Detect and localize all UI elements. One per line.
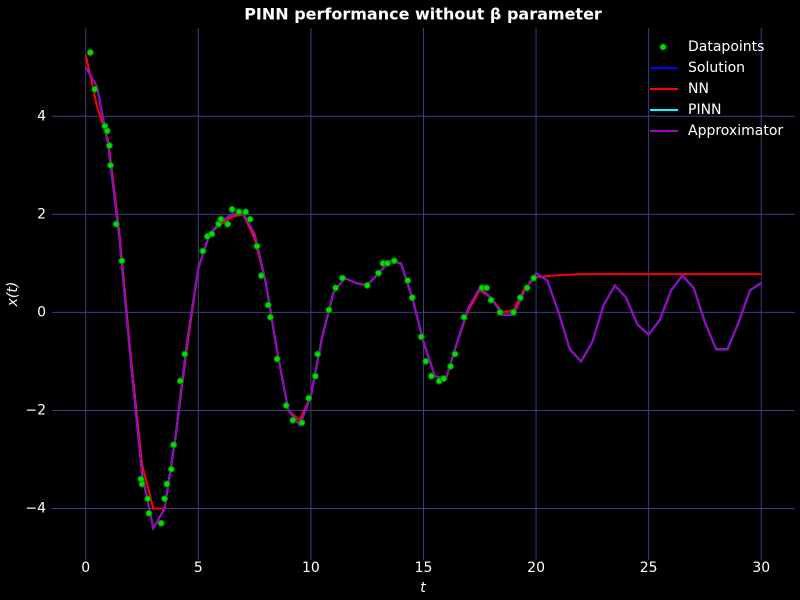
data-point bbox=[266, 313, 274, 321]
data-point bbox=[118, 257, 126, 265]
data-point bbox=[422, 357, 430, 365]
x-tick-label: 25 bbox=[640, 560, 658, 576]
data-point bbox=[144, 495, 152, 503]
data-point bbox=[440, 375, 448, 383]
data-point bbox=[246, 215, 254, 223]
legend-label: Solution bbox=[688, 60, 745, 76]
data-point bbox=[417, 333, 425, 341]
chart-title: PINN performance without β parameter bbox=[244, 5, 602, 24]
data-point bbox=[451, 350, 459, 358]
data-point bbox=[523, 284, 531, 292]
data-point bbox=[460, 313, 468, 321]
data-point bbox=[228, 205, 236, 213]
data-point bbox=[224, 220, 232, 228]
x-axis-label: t bbox=[420, 580, 426, 596]
data-point bbox=[516, 294, 524, 302]
data-point bbox=[264, 301, 272, 309]
data-point bbox=[298, 419, 306, 427]
data-point bbox=[167, 465, 175, 473]
data-point bbox=[242, 208, 250, 216]
grid bbox=[52, 28, 795, 560]
legend-label: Approximator bbox=[688, 123, 783, 139]
data-point bbox=[199, 247, 207, 255]
data-point bbox=[332, 284, 340, 292]
y-tick-label: 4 bbox=[37, 108, 46, 124]
data-point bbox=[427, 372, 435, 380]
data-point bbox=[282, 402, 290, 410]
data-point bbox=[487, 296, 495, 304]
data-point bbox=[181, 350, 189, 358]
x-tick-label: 0 bbox=[81, 560, 90, 576]
y-axis-label: x(t) bbox=[5, 282, 21, 308]
data-point bbox=[105, 142, 113, 150]
series-line bbox=[84, 66, 762, 531]
data-point bbox=[107, 161, 115, 169]
data-point bbox=[138, 480, 146, 488]
data-point bbox=[161, 495, 169, 503]
data-point bbox=[305, 394, 313, 402]
y-tick-label: 0 bbox=[37, 304, 46, 320]
data-point bbox=[235, 208, 243, 216]
data-point bbox=[311, 372, 319, 380]
legend-label: NN bbox=[688, 81, 709, 97]
data-point bbox=[145, 509, 153, 517]
x-tick-label: 30 bbox=[752, 560, 770, 576]
legend: Datapoints Solution NN PINN Approximator bbox=[650, 39, 783, 139]
data-point bbox=[273, 355, 281, 363]
legend-label: PINN bbox=[688, 102, 722, 118]
data-point bbox=[86, 49, 94, 57]
y-tick-label: −2 bbox=[25, 402, 46, 418]
data-point bbox=[208, 230, 216, 238]
data-point bbox=[447, 362, 455, 370]
x-tick-label: 20 bbox=[527, 560, 545, 576]
data-point bbox=[510, 308, 518, 316]
data-point bbox=[314, 350, 322, 358]
y-tick-label: −4 bbox=[25, 501, 46, 517]
y-tick-label: 2 bbox=[37, 206, 46, 222]
data-point bbox=[363, 281, 371, 289]
data-point bbox=[253, 242, 261, 250]
labels: 0 5 10 15 20 25 30 −4 −2 0 2 4 bbox=[25, 108, 770, 576]
data-point bbox=[325, 306, 333, 314]
legend-label: Datapoints bbox=[688, 39, 764, 55]
x-tick-label: 15 bbox=[415, 560, 433, 576]
legend-marker bbox=[659, 43, 667, 51]
data-point bbox=[390, 257, 398, 265]
points bbox=[86, 49, 538, 527]
data-point bbox=[170, 441, 178, 449]
data-point bbox=[163, 480, 171, 488]
data-point bbox=[103, 127, 111, 135]
data-point bbox=[257, 272, 265, 280]
x-tick-label: 5 bbox=[194, 560, 203, 576]
data-point bbox=[176, 377, 184, 385]
data-point bbox=[217, 215, 225, 223]
data-point bbox=[289, 416, 297, 424]
lines bbox=[84, 54, 762, 531]
data-point bbox=[404, 277, 412, 285]
data-point bbox=[496, 308, 504, 316]
data-point bbox=[530, 274, 538, 282]
data-point bbox=[157, 519, 165, 527]
x-tick-label: 10 bbox=[302, 560, 320, 576]
data-point bbox=[112, 220, 120, 228]
data-point bbox=[383, 259, 391, 267]
data-point bbox=[338, 274, 346, 282]
data-point bbox=[374, 269, 382, 277]
data-point bbox=[408, 294, 416, 302]
data-point bbox=[483, 284, 491, 292]
data-point bbox=[91, 85, 99, 93]
